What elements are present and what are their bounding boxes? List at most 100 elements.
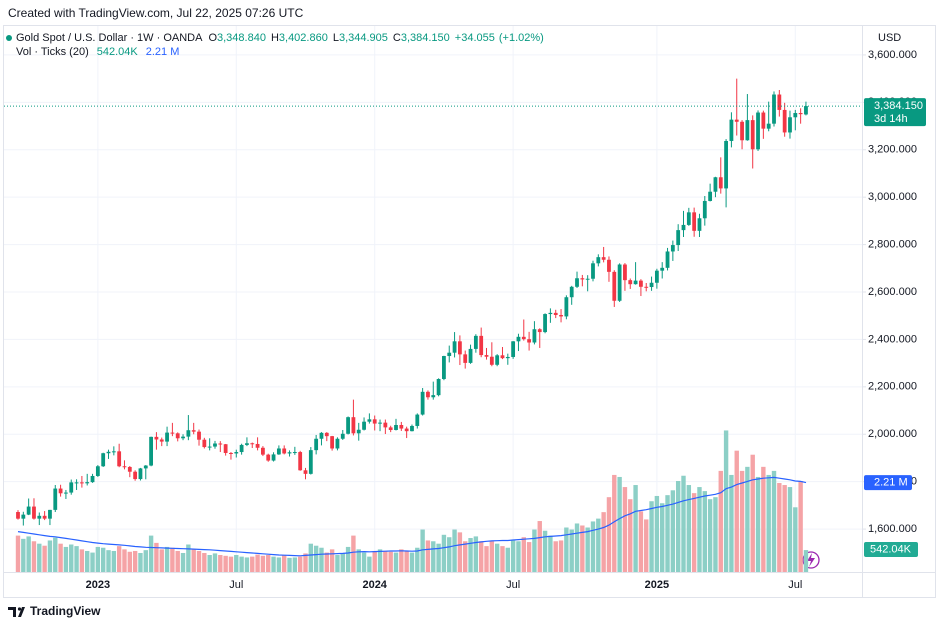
volume-bar	[739, 470, 745, 572]
volume-bar	[633, 485, 638, 572]
candle-body	[734, 119, 739, 122]
ohlc-prefix: H	[271, 32, 279, 44]
volume-bar	[15, 535, 21, 572]
candle-body	[489, 356, 494, 365]
volume-bar	[660, 503, 665, 572]
volume-bar	[186, 544, 191, 572]
change-pct: (+1.02%)	[499, 32, 544, 44]
volume-bar	[47, 540, 53, 572]
candle-body	[473, 335, 478, 349]
candle-body	[298, 452, 303, 471]
candle-body	[276, 448, 281, 455]
candle-body	[436, 379, 441, 396]
y-tick-label: 2,600.000	[868, 286, 917, 298]
candle-body	[660, 267, 665, 271]
ma-tag	[864, 475, 912, 491]
volume-bar	[542, 530, 548, 572]
candle-body	[601, 257, 606, 260]
candle-body	[159, 439, 164, 442]
candle-body	[111, 451, 116, 453]
candle-body	[346, 417, 350, 434]
candle-body	[777, 94, 782, 110]
candle-body	[740, 121, 744, 141]
candle-body	[447, 352, 452, 357]
volume-bar	[127, 551, 133, 572]
candle-body	[127, 466, 132, 472]
y-tick-label: 3,000.000	[868, 191, 917, 203]
volume-bar	[505, 547, 511, 572]
volume-bar	[601, 512, 606, 572]
candle-body	[340, 433, 345, 439]
candle-body	[79, 482, 84, 484]
tradingview-logo[interactable]	[8, 607, 25, 617]
volume-bar	[367, 556, 372, 572]
candle-body	[154, 436, 159, 440]
volume-bar	[218, 555, 223, 572]
volume-bar	[388, 551, 393, 572]
volume-bar	[276, 557, 282, 572]
frame	[3, 25, 936, 598]
candle-body	[527, 339, 532, 343]
candle-body	[420, 391, 425, 415]
volume-bar	[574, 523, 580, 572]
candle-body	[186, 430, 191, 437]
currency-label: USD	[878, 32, 901, 44]
volume-bar	[53, 537, 58, 572]
volume-bar	[707, 499, 713, 572]
volume-bar	[447, 537, 452, 572]
price-tag-label: 3,384.150	[874, 100, 923, 112]
volume-bar	[148, 535, 154, 572]
candle-body	[580, 278, 585, 280]
volume-bar	[723, 430, 729, 572]
candle-body	[367, 419, 372, 422]
volume-bar	[564, 527, 569, 572]
volume-bar	[558, 540, 564, 572]
candle-body	[106, 451, 111, 454]
volume-bar	[69, 544, 74, 572]
volume-bar	[718, 470, 723, 572]
volume-bar	[74, 546, 79, 572]
candle-body	[69, 482, 74, 493]
candle-body	[32, 506, 36, 519]
volume-bar	[228, 556, 234, 572]
volume-bar	[431, 541, 436, 572]
candle-body	[191, 430, 196, 432]
volume-bar	[58, 543, 63, 572]
status-dot	[6, 35, 12, 41]
volume-bar	[787, 487, 793, 572]
candle-body	[585, 278, 590, 280]
candle-body	[766, 123, 771, 129]
candle-body	[372, 419, 377, 424]
candle-body	[266, 454, 271, 461]
candle-body	[292, 452, 297, 454]
candle-body	[670, 245, 675, 252]
candle-body	[697, 218, 702, 231]
candle-body	[718, 177, 723, 189]
volume-bar	[271, 556, 276, 572]
volume-tag-label: 542.04K	[870, 543, 912, 555]
candle-body	[756, 112, 760, 150]
volume-bar	[526, 542, 532, 572]
candle-body	[500, 355, 505, 359]
ohlc-value: 3,402.860	[279, 32, 328, 44]
volume-legend-ma: 2.21 M	[146, 46, 180, 58]
candle-body	[665, 251, 670, 268]
candle-body	[772, 94, 776, 124]
candle-body	[410, 425, 414, 432]
volume-bar	[665, 495, 670, 572]
candle-body	[692, 212, 697, 231]
y-tick-label: 2,400.000	[868, 333, 917, 345]
ohlc-value: 3,348.840	[217, 32, 266, 44]
volume-bar	[266, 555, 271, 572]
candle-body	[596, 257, 601, 264]
ohlc-value: 3,384.150	[401, 32, 450, 44]
candle-body	[521, 336, 526, 340]
volume-bar	[638, 511, 644, 572]
candle-body	[516, 336, 521, 342]
volume-bar	[234, 555, 239, 572]
volume-bar	[345, 546, 351, 572]
candle-body	[431, 395, 436, 398]
volume-bar	[21, 538, 26, 572]
candle-body	[207, 446, 212, 448]
x-tick-label: 2023	[86, 579, 110, 591]
